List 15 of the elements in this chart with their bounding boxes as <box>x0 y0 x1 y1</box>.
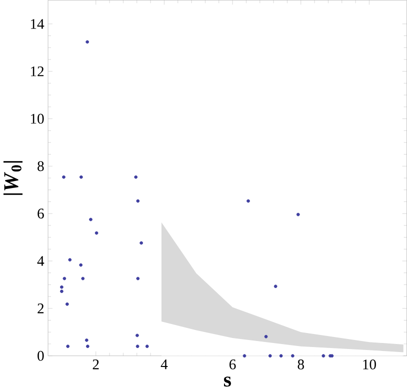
x-tick-label: 2 <box>92 359 99 370</box>
y-tick-label: 12 <box>30 66 44 76</box>
x-tick-label: 4 <box>160 359 168 370</box>
x-axis-title: s <box>224 376 231 387</box>
y-tick-label: 14 <box>30 19 44 29</box>
y-tick-label: 0 <box>38 350 44 361</box>
x-tick-label: 10 <box>363 359 376 370</box>
y-tick-label: 8 <box>38 161 44 172</box>
y-tick-label: 2 <box>38 303 44 314</box>
x-tick-label: 6 <box>230 359 236 370</box>
y-tick-label: 10 <box>30 114 44 124</box>
y-tick-label: 6 <box>38 208 44 218</box>
y-axis-title: |W$_{0}$| <box>3 161 23 195</box>
x-tick-label: 8 <box>298 359 304 370</box>
y-tick-label: 4 <box>37 256 44 266</box>
